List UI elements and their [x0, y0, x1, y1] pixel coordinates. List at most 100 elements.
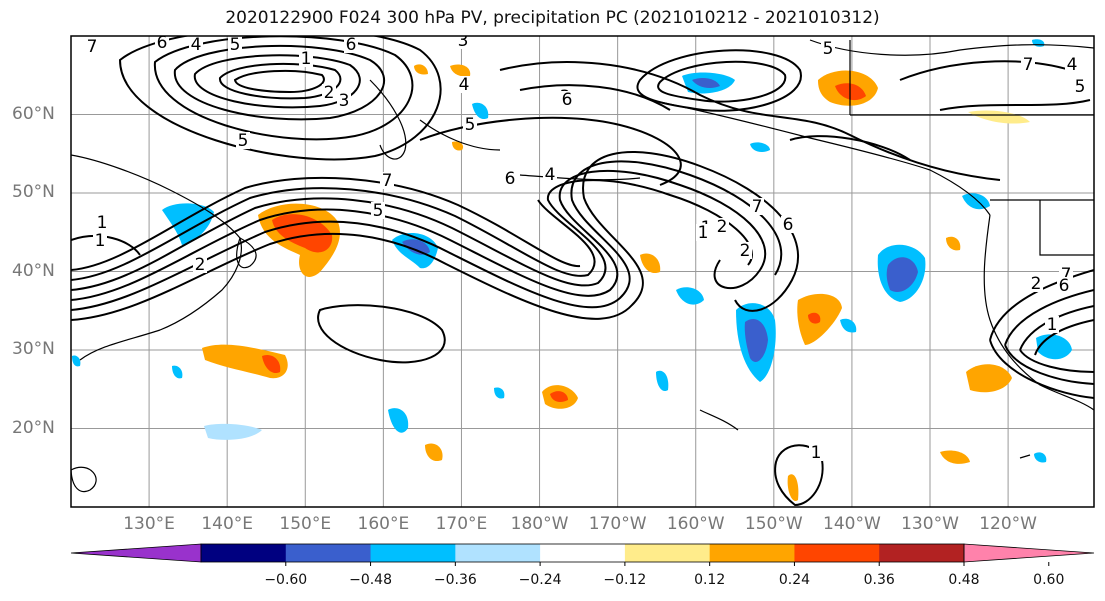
lon-tick-label: 140°W: [823, 514, 881, 534]
colorbar-extend-high: [963, 543, 1095, 563]
precip-negative-area: [172, 365, 183, 379]
precip-anomaly-shading: [72, 39, 1072, 501]
lon-tick-label: 130°W: [901, 514, 959, 534]
precip-positive-area: [940, 450, 970, 464]
pv-contour-label: 4: [1067, 55, 1078, 75]
pv-label-bg: [560, 91, 574, 108]
colorbar-tick-label: −0.36: [433, 572, 477, 588]
pv-contour-label: 5: [230, 35, 241, 55]
pv-label-bg: [715, 218, 729, 235]
pv-contour-label: 5: [465, 115, 476, 135]
pv-contour-label: 1: [95, 231, 106, 251]
pv-contours: [71, 36, 1094, 507]
lon-tick-label: 140°E: [201, 514, 254, 534]
pv-contour-label: 2: [324, 83, 335, 103]
precip-negative-area: [962, 193, 990, 210]
colorbar-outline: [200, 543, 965, 563]
pv-contour-label: 7: [1023, 55, 1034, 75]
precip-negative-area: [204, 423, 262, 440]
pv-contour-label: 3: [458, 31, 469, 51]
pv-label-bg: [821, 40, 835, 57]
pv-label-bg: [738, 242, 752, 259]
precip-negative-area: [472, 102, 489, 120]
pv-contour-label: 5: [373, 201, 384, 221]
pv-label-bg: [1029, 275, 1043, 292]
colorbar-tick-label: 0.36: [863, 572, 895, 588]
pv-contour-label: 7: [382, 171, 393, 191]
precip-positive-core: [808, 312, 821, 324]
pv-label-bg: [189, 36, 203, 53]
lon-tick-label: 180°W: [510, 514, 569, 534]
colorbar-tick-label: −0.60: [264, 572, 308, 588]
precip-negative-area: [72, 355, 81, 367]
pv-label-bg: [463, 116, 477, 133]
pv-label-bg: [299, 50, 313, 67]
pv-contour-label: 5: [238, 131, 249, 151]
precip-positive-area: [452, 141, 464, 151]
precip-positive-area: [414, 64, 428, 75]
precip-negative-core: [744, 319, 768, 362]
gridlines: [71, 36, 1094, 507]
pv-label-bg: [543, 166, 557, 183]
colorbar-segment: [285, 544, 372, 562]
pv-label-bg: [1065, 56, 1079, 73]
pv-contour-label: 5: [1075, 77, 1086, 97]
precip-positive-area: [787, 474, 799, 501]
colorbar-segment: [201, 544, 287, 562]
colorbar-tick-label: 0.24: [778, 572, 811, 588]
precip-negative-area: [162, 203, 214, 245]
pv-contour-label: 4: [191, 35, 202, 55]
pv-contour-label: 3: [339, 91, 350, 111]
lon-tick-label: 150°E: [279, 514, 332, 534]
precip-negative-core: [692, 78, 720, 88]
precip-negative-area: [388, 408, 409, 433]
lon-tick-label: 120°W: [979, 514, 1037, 534]
precip-negative-area: [676, 287, 704, 305]
pv-label-bg: [337, 92, 351, 109]
pv-contour-label: 1: [301, 49, 312, 69]
lat-tick-label: 30°N: [12, 339, 55, 359]
pv-label-bg: [380, 172, 394, 189]
colorbar-segment: [794, 544, 880, 562]
colorbar-tick-label: 0.12: [694, 572, 726, 588]
pv-contour-label: 2: [740, 241, 751, 261]
precip-negative-core: [402, 239, 430, 255]
lat-tick-label: 60°N: [12, 103, 55, 124]
pv-contour-label: 1: [1047, 315, 1058, 335]
pv-label-bg: [95, 214, 109, 231]
coastlines: [71, 39, 1094, 493]
precip-negative-area: [840, 318, 857, 333]
lon-tick-label: 160°W: [666, 514, 725, 534]
pv-contour-label: 7: [752, 197, 763, 217]
pv-label-bg: [344, 36, 358, 53]
map-title: 2020122900 F024 300 hPa PV, precipitatio…: [225, 8, 880, 28]
pv-label-bg: [236, 132, 250, 149]
precip-positive-area: [968, 110, 1030, 124]
lon-tick-label: 130°E: [123, 514, 175, 534]
precip-positive-area: [640, 253, 661, 274]
pv-contour-label: 6: [1059, 276, 1070, 296]
pv-contour-label: 1: [97, 213, 108, 233]
colorbar-tick-label: −0.12: [603, 572, 647, 588]
colorbar-tick-label: −0.24: [518, 572, 562, 588]
pv-label-bg: [1045, 316, 1059, 333]
lon-tick-label: 170°W: [588, 514, 647, 534]
colorbar-segment: [624, 544, 711, 562]
pv-label-bg: [371, 202, 385, 219]
colorbar-segment: [540, 544, 626, 562]
colorbar-segment: [370, 544, 456, 562]
colorbar: [70, 543, 1095, 566]
colorbar-tick-label: −0.48: [349, 572, 392, 588]
pv-contour-label: 6: [346, 35, 357, 55]
precip-positive-area: [450, 64, 471, 77]
colorbar-segment: [455, 544, 541, 562]
pv-label-bg: [456, 36, 470, 49]
precip-positive-core: [550, 391, 568, 402]
colorbar-tick-label: 0.48: [948, 572, 980, 588]
pv-label-bg: [1021, 56, 1035, 73]
lat-tick-label: 40°N: [12, 260, 55, 281]
precip-positive-core: [262, 354, 281, 374]
pv-contour-label: 7: [1061, 265, 1072, 285]
pv-label-bg: [1057, 277, 1071, 294]
